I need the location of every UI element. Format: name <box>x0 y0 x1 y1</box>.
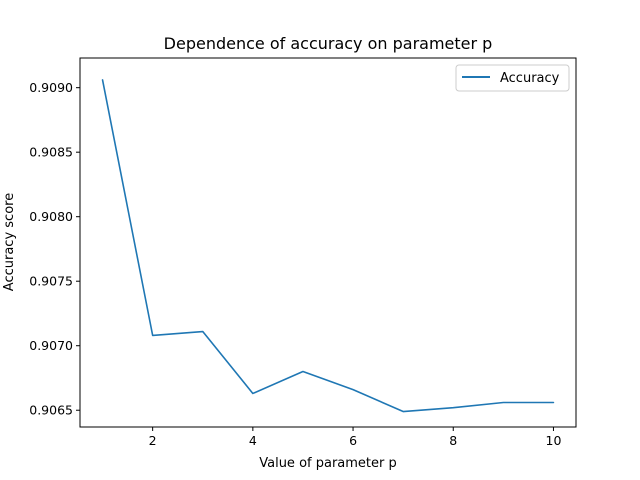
chart-title: Dependence of accuracy on parameter p <box>164 34 493 53</box>
data-point <box>152 334 154 336</box>
x-tick-label: 4 <box>249 433 257 448</box>
y-tick-label: 0.9070 <box>29 338 73 353</box>
data-point <box>452 407 454 409</box>
y-tick-label: 0.9085 <box>29 145 73 160</box>
plot-frame <box>79 57 577 428</box>
plot-area <box>80 58 576 427</box>
x-tick-label: 6 <box>349 433 357 448</box>
y-tick-label: 0.9065 <box>29 403 73 418</box>
data-point <box>102 79 104 81</box>
x-tick-label: 8 <box>449 433 457 448</box>
y-tick-label: 0.9090 <box>29 80 73 95</box>
x-tick-label: 10 <box>546 433 562 448</box>
data-point <box>352 389 354 391</box>
x-tick-label: 2 <box>149 433 157 448</box>
data-point <box>553 402 555 404</box>
series-line-accuracy <box>101 79 555 413</box>
legend-label-accuracy: Accuracy <box>500 71 560 86</box>
data-point <box>402 411 404 413</box>
y-tick-label: 0.9080 <box>29 209 73 224</box>
data-point <box>252 393 254 395</box>
data-point <box>302 371 304 373</box>
y-tick-label: 0.9075 <box>29 274 73 289</box>
legend: Accuracy <box>455 64 570 92</box>
series-lines <box>101 79 555 413</box>
x-axis-label: Value of parameter p <box>259 456 397 471</box>
axis-ticks: 2 4 6 8 10 0.9065 0.9070 0.9075 0.9080 0.9085 0.90… <box>29 80 561 448</box>
y-axis-label: Accuracy score <box>2 193 17 291</box>
legend-box <box>455 64 570 92</box>
data-point <box>202 331 204 333</box>
data-point <box>502 402 504 404</box>
